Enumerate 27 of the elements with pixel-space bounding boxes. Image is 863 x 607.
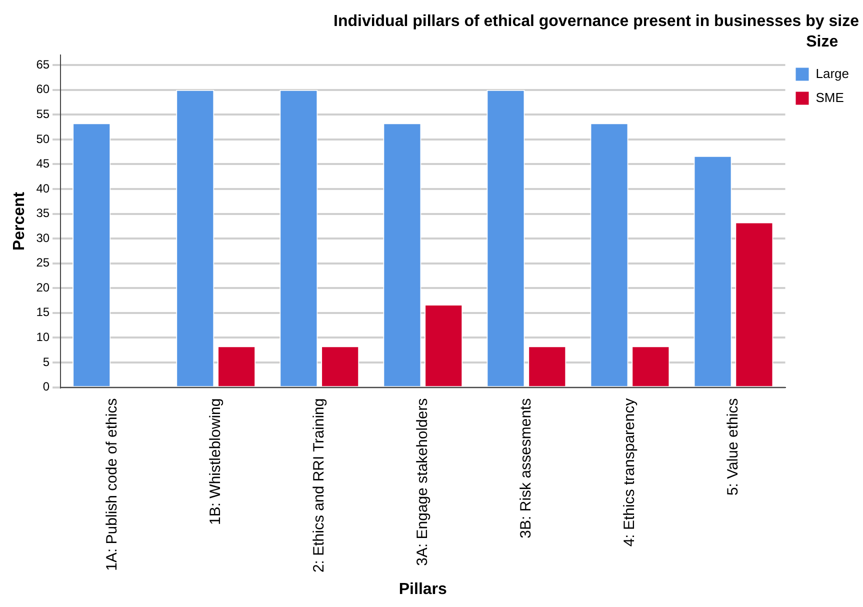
y-tick-label: 5 (42, 354, 50, 369)
x-tick-label: 5: Value ethics (724, 398, 742, 496)
x-tick-label: 3B: Risk assesments (518, 398, 535, 538)
y-tick-label: 0 (42, 380, 50, 394)
y-tick-label: 15 (36, 305, 50, 320)
x-tick-label: 4: Ethics transparency (621, 398, 638, 547)
y-tick-label: 35 (36, 206, 50, 220)
y-tick-label: 20 (36, 280, 50, 294)
y-tick-label: 45 (36, 156, 50, 171)
x-tick-label: 1B: Whistleblowing (206, 398, 224, 526)
y-tick-label: 30 (36, 230, 50, 245)
chart-title: Individual pillars of ethical governance present in businesses by size (334, 13, 860, 30)
y-tick-label: 50 (36, 132, 50, 146)
y-tick-label: 55 (36, 106, 50, 121)
y-tick-label: 65 (36, 57, 50, 72)
x-tick-label: 3A: Engage stakeholders (414, 398, 432, 566)
y-tick-label: 40 (36, 181, 50, 196)
x-axis-title: Pillars (398, 580, 448, 598)
y-tick-label: 10 (36, 330, 50, 344)
x-tick-label: 2: Ethics and RRI Training (310, 398, 328, 573)
x-tick-label: 1A: Publish code of ethics (103, 398, 120, 571)
y-tick-label: 60 (36, 82, 50, 96)
y-axis-title: Percent (11, 191, 28, 251)
legend-title: Size (806, 33, 838, 50)
y-tick-label: 25 (36, 256, 50, 270)
legend-label: SME (816, 90, 844, 105)
legend-label: Large (816, 66, 849, 81)
